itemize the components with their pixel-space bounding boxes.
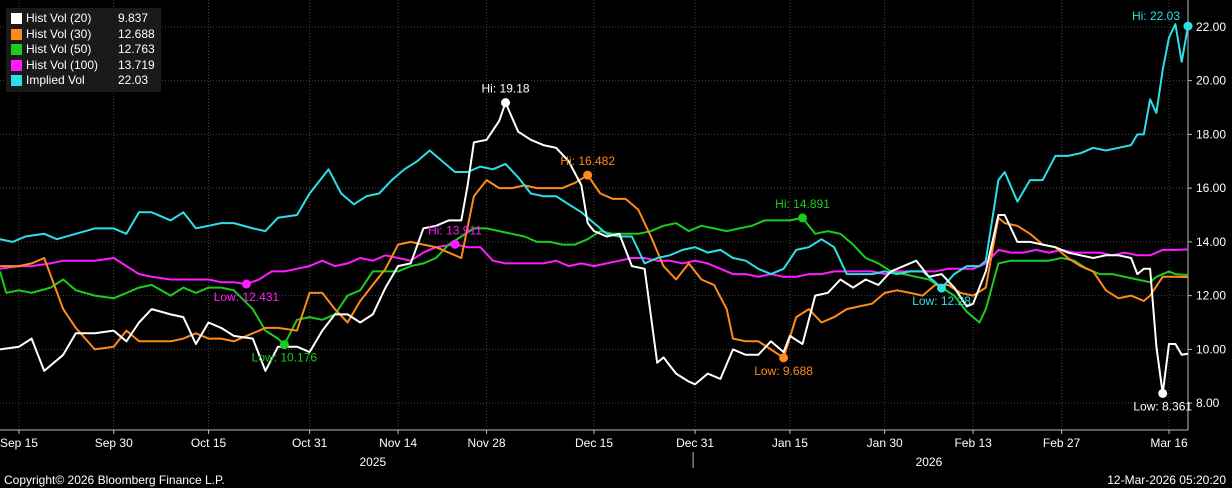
legend-series-name: Hist Vol (100) [26, 57, 99, 72]
legend-entry: Hist Vol (20) 9.837 [11, 11, 155, 27]
annotation-label: Low: 8.361 [1133, 399, 1192, 413]
y-tick-label: 22.00 [1196, 20, 1226, 34]
legend-series-value: 22.03 [118, 73, 149, 87]
legend-series-name: Implied Vol [26, 73, 85, 87]
x-tick-label: Mar 16 [1150, 436, 1188, 450]
legend-entry: Implied Vol 22.03 [11, 73, 155, 89]
annotation-marker [583, 170, 593, 180]
x-tick-label: Feb 27 [1043, 436, 1081, 450]
legend-swatch [11, 13, 22, 25]
series-line-implied-vol [0, 23, 1189, 290]
series-line-hist-vol-100 [0, 243, 1189, 285]
annotation-marker [1183, 21, 1193, 31]
legend-swatch [11, 28, 22, 40]
legend-entry: Hist Vol (50) 12.763 [11, 42, 155, 58]
series-line-hist-vol-20 [0, 101, 1189, 395]
y-tick-label: 18.00 [1196, 127, 1226, 141]
x-tick-label: Feb 13 [954, 436, 992, 450]
annotation-marker [501, 98, 511, 108]
legend-swatch [11, 44, 22, 56]
x-tick-label: Sep 15 [0, 436, 38, 450]
annotation-marker [1158, 388, 1168, 398]
y-tick-label: 12.00 [1196, 289, 1226, 303]
annotation-marker [798, 213, 808, 223]
x-tick-label: Dec 31 [676, 436, 714, 450]
annotation-label: Low: 12.431 [214, 290, 280, 304]
annotation-label: Hi: 14.891 [775, 197, 830, 211]
annotation-marker [937, 283, 947, 293]
legend-series-name: Hist Vol (20) [26, 11, 92, 25]
legend-entry: Hist Vol (100) 13.719 [11, 58, 155, 74]
annotation-label: Low: 10.176 [252, 351, 318, 365]
series-line-hist-vol-50 [0, 216, 1189, 346]
x-tick-label: Sep 30 [95, 436, 133, 450]
annotation-label: Hi: 13.911 [428, 223, 482, 237]
legend-swatch [11, 59, 22, 71]
timestamp-text: 12-Mar-2026 05:20:20 [1107, 473, 1226, 487]
y-tick-label: 10.00 [1196, 342, 1226, 356]
annotation-marker [279, 340, 289, 350]
legend-series-name: Hist Vol (50) [26, 42, 92, 56]
footer: Copyright© 2026 Bloomberg Finance L.P. 1… [0, 470, 1232, 488]
annotation-label: Low: 12.28 [912, 294, 971, 308]
legend: Hist Vol (20) 9.837 Hist Vol (30) 12.688 His… [6, 8, 161, 92]
x-tick-label: Oct 15 [191, 436, 227, 450]
y-tick-label: 8.00 [1196, 396, 1220, 410]
annotation-marker [779, 353, 789, 363]
annotation-label: Low: 9.688 [754, 364, 813, 378]
y-tick-label: 16.00 [1196, 181, 1226, 195]
y-tick-label: 20.00 [1196, 74, 1226, 88]
legend-swatch [11, 75, 22, 87]
annotation-marker [450, 239, 460, 249]
year-label: 2025 [359, 455, 386, 469]
series-line-hist-vol-30 [0, 174, 1189, 359]
x-tick-label: Jan 15 [772, 436, 808, 450]
y-tick-label: 14.00 [1196, 235, 1226, 249]
annotation-label: Hi: 22.03 [1132, 9, 1180, 23]
legend-series-value: 12.688 [118, 26, 155, 41]
legend-series-name: Hist Vol (30) [26, 26, 92, 41]
legend-series-value: 13.719 [118, 57, 155, 72]
x-tick-label: Nov 28 [468, 436, 506, 450]
copyright-text: Copyright© 2026 Bloomberg Finance L.P. [4, 473, 225, 487]
legend-series-value: 9.837 [118, 11, 149, 25]
x-tick-label: Oct 31 [292, 436, 328, 450]
legend-series-value: 12.763 [118, 42, 155, 56]
year-label: 2026 [916, 455, 943, 469]
x-tick-label: Nov 14 [379, 436, 417, 450]
x-tick-label: Dec 15 [575, 436, 613, 450]
annotation-label: Hi: 16.482 [560, 154, 615, 168]
annotation-label: Hi: 19.18 [482, 82, 530, 96]
legend-entry: Hist Vol (30) 12.688 [11, 27, 155, 43]
x-tick-label: Jan 30 [867, 436, 903, 450]
annotation-marker [241, 279, 251, 289]
